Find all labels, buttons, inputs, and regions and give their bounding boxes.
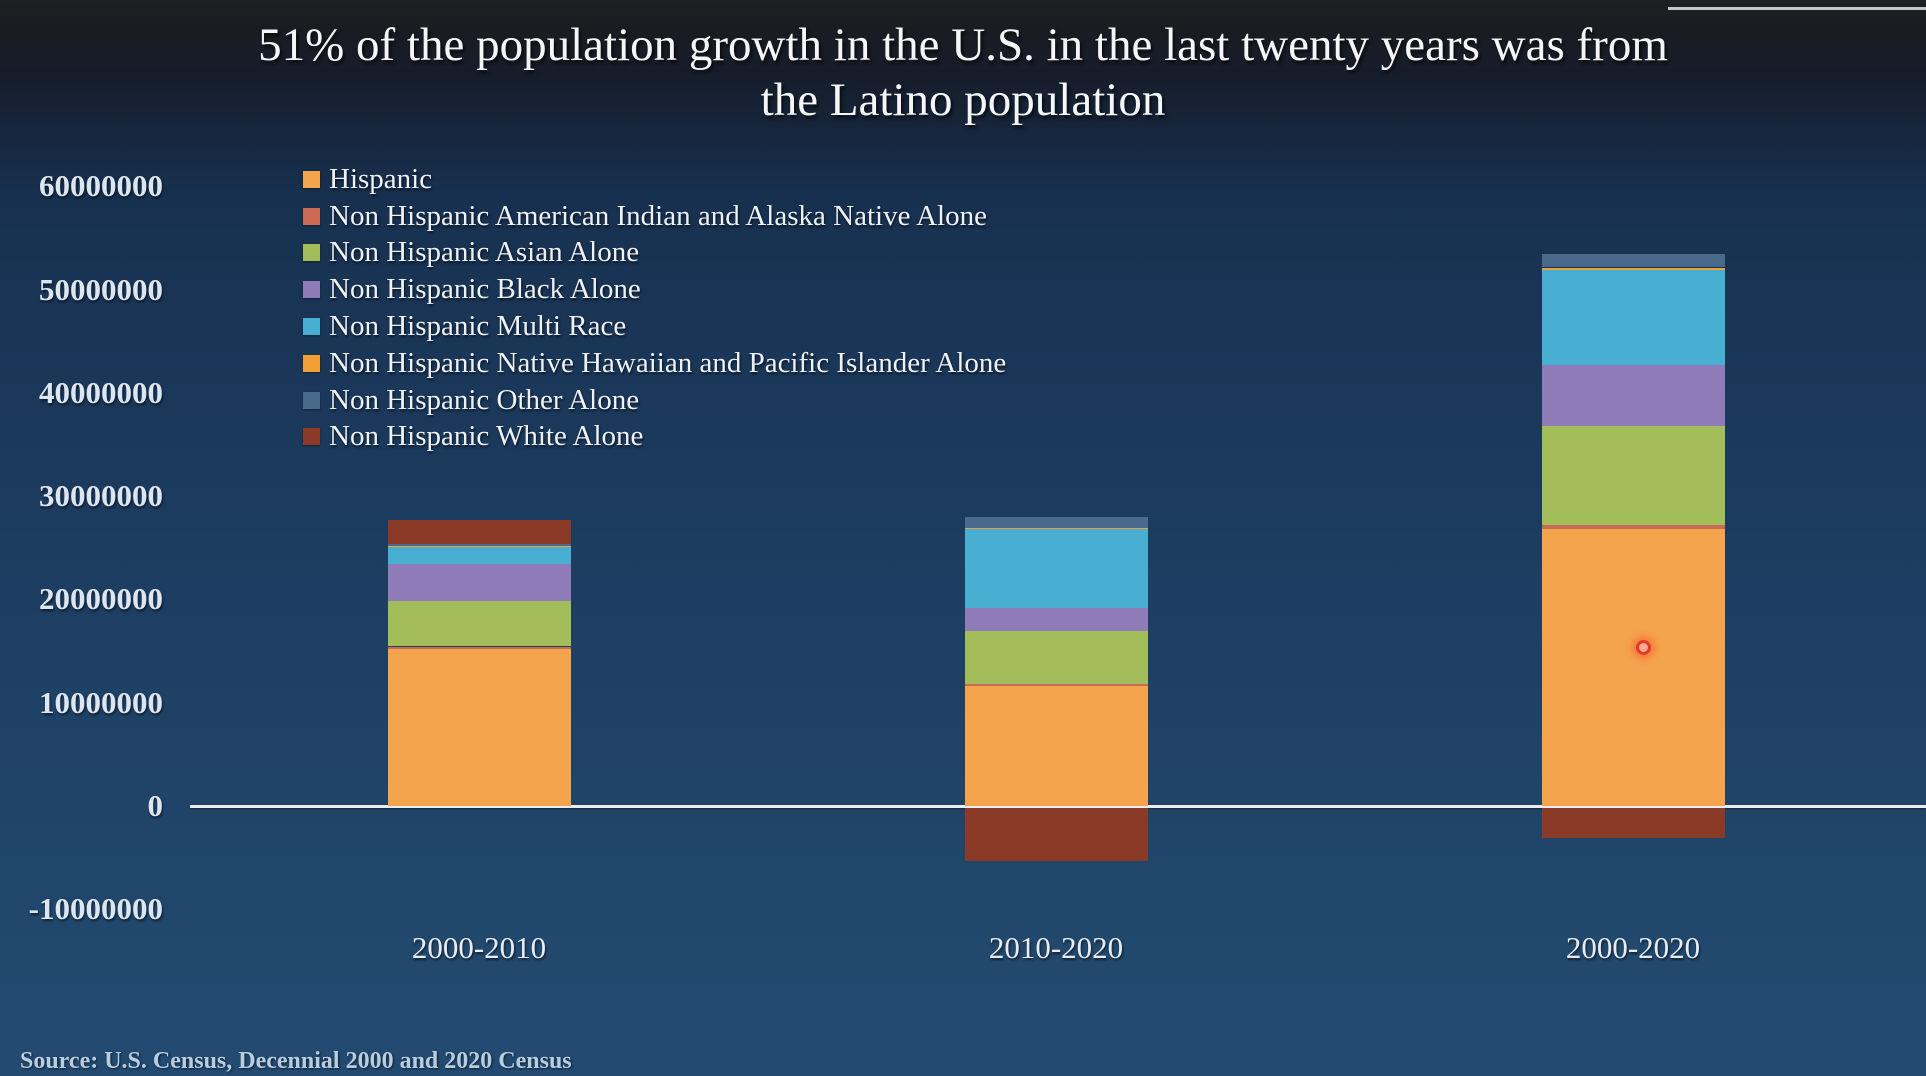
bar-segment xyxy=(387,547,571,564)
legend-label: Non Hispanic Black Alone xyxy=(329,273,641,306)
legend-item: Non Hispanic Asian Alone xyxy=(303,235,1006,272)
bar-segment xyxy=(1541,270,1725,365)
bar-segment xyxy=(1541,268,1725,270)
legend-label: Hispanic xyxy=(329,162,433,195)
bar-segment xyxy=(964,808,1148,861)
chart-title: 51% of the population growth in the U.S.… xyxy=(0,18,1926,128)
laser-pointer-dot xyxy=(1636,640,1651,655)
y-axis-tick-label: 60000000 xyxy=(39,168,163,204)
bar-segment xyxy=(1541,808,1725,838)
bar-segment xyxy=(1541,525,1725,529)
legend-label: Non Hispanic Other Alone xyxy=(329,383,640,416)
legend-label: Non Hispanic American Indian and Alaska … xyxy=(329,199,987,232)
bar-segment xyxy=(387,520,571,544)
y-axis-tick-label: 0 xyxy=(147,788,164,823)
x-axis-tick-label: 2010-2020 xyxy=(988,930,1124,965)
bar-segment xyxy=(1541,529,1725,806)
x-axis-tick-label: 2000-2020 xyxy=(1565,930,1701,965)
bar-segment xyxy=(1541,426,1725,525)
bar-segment xyxy=(387,649,571,806)
legend-item: Non Hispanic Other Alone xyxy=(303,382,1006,419)
legend-swatch-icon xyxy=(303,281,320,299)
legend-swatch-icon xyxy=(303,207,320,225)
y-axis-tick-label: 30000000 xyxy=(39,478,163,514)
bar-segment xyxy=(964,528,1148,529)
legend-swatch-icon xyxy=(303,244,320,262)
y-axis-tick-label: 50000000 xyxy=(39,271,163,307)
bar-segment xyxy=(387,563,571,601)
legend-item: Non Hispanic White Alone xyxy=(303,419,1006,456)
legend-swatch-icon xyxy=(303,428,320,446)
source-note: Source: U.S. Census, Decennial 2000 and … xyxy=(20,1048,572,1074)
y-axis-tick-label: 20000000 xyxy=(39,581,163,617)
legend-swatch-icon xyxy=(303,391,320,409)
legend-label: Non Hispanic Multi Race xyxy=(329,310,627,343)
video-progress-line xyxy=(1668,7,1926,10)
legend-swatch-icon xyxy=(303,170,320,188)
legend-swatch-icon xyxy=(303,318,320,336)
bar-segment xyxy=(387,546,571,547)
legend-item: Non Hispanic Multi Race xyxy=(303,308,1006,345)
bar-segment xyxy=(387,544,571,546)
bar-segment xyxy=(964,630,1148,684)
bar-segment xyxy=(387,601,571,646)
legend-item: Non Hispanic Black Alone xyxy=(303,271,1006,308)
title-line-1: 51% of the population growth in the U.S.… xyxy=(258,19,1668,71)
legend: Hispanic Non Hispanic American Indian and… xyxy=(303,161,1006,455)
bar-segment xyxy=(964,529,1148,608)
y-axis-tick-label: 40000000 xyxy=(39,374,163,410)
bar-segment xyxy=(964,684,1148,686)
legend-item: Hispanic xyxy=(303,161,1006,198)
bar-segment xyxy=(1541,254,1725,267)
x-axis-tick-label: 2000-2010 xyxy=(411,930,547,965)
bar-segment xyxy=(964,517,1148,528)
legend-item: Non Hispanic American Indian and Alaska … xyxy=(303,198,1006,235)
legend-item: Non Hispanic Native Hawaiian and Pacific… xyxy=(303,345,1006,382)
bar-segment xyxy=(964,686,1148,806)
title-line-2: the Latino population xyxy=(760,74,1166,126)
bar-segment xyxy=(387,647,571,649)
y-axis-tick-label: -10000000 xyxy=(28,891,163,927)
legend-label: Non Hispanic Asian Alone xyxy=(329,236,640,269)
legend-label: Non Hispanic White Alone xyxy=(329,420,644,453)
y-axis-tick-label: 10000000 xyxy=(39,684,163,720)
bar-segment xyxy=(1541,365,1725,426)
legend-swatch-icon xyxy=(303,354,320,372)
bar-segment xyxy=(964,608,1148,631)
x-axis-line xyxy=(190,805,1926,808)
legend-label: Non Hispanic Native Hawaiian and Pacific… xyxy=(329,346,1007,379)
